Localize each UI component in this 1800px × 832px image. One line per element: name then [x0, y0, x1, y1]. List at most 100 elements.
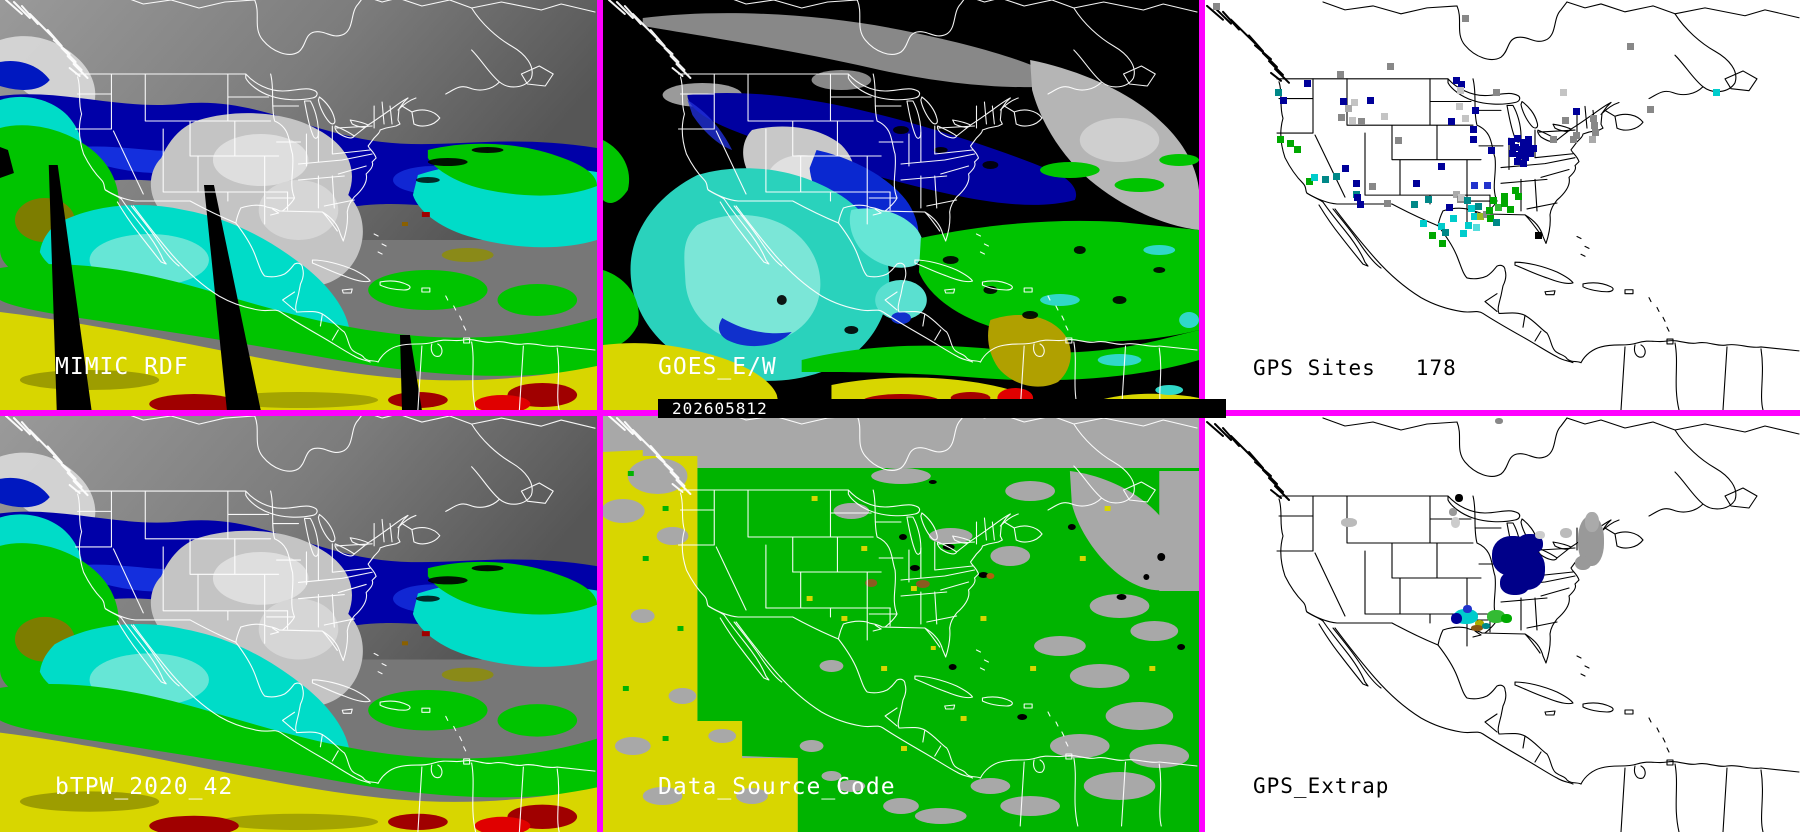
panel-gps-sites[interactable]: GPS Sites 178: [1205, 0, 1800, 410]
panel-mimic-rdf[interactable]: MIMIC RDF: [0, 0, 597, 410]
gps-site-dot: [1475, 203, 1482, 210]
gps-site-dot: [1387, 63, 1394, 70]
gps-site-dot: [1473, 224, 1480, 231]
gps-extrap-feature: [1471, 625, 1483, 631]
gps-site-dot: [1512, 187, 1519, 194]
gps-site-dot: [1501, 193, 1508, 200]
gps-site-dot: [1573, 132, 1580, 139]
gps-site-dot: [1589, 136, 1596, 143]
gps-site-dot: [1490, 197, 1497, 204]
gps-site-dot: [1311, 174, 1318, 181]
gps-site-dot: [1411, 201, 1418, 208]
gps-site-dot: [1525, 136, 1532, 143]
gps-site-dot: [1294, 146, 1301, 153]
gps-site-dot: [1213, 3, 1220, 10]
gps-site-dot: [1477, 213, 1484, 220]
gps-site-dot: [1460, 230, 1467, 237]
gps-site-dot: [1358, 118, 1365, 125]
gps-extrap-feature: [1517, 534, 1543, 554]
gps-site-dot: [1522, 154, 1529, 161]
gps-extrap-feature: [1341, 518, 1357, 527]
gps-site-dot: [1450, 215, 1457, 222]
gps-sites-count: 178: [1415, 356, 1457, 380]
gps-site-dot: [1357, 201, 1364, 208]
gps-site-dot: [1453, 77, 1460, 84]
gps-site-dot: [1333, 173, 1340, 180]
gps-extrap-feature: [1495, 418, 1503, 424]
timestamp-text: 202605812: [672, 399, 768, 418]
gps-sites-label: GPS Sites 178: [1253, 356, 1457, 380]
gps-site-dot: [1275, 89, 1282, 96]
gps-site-dot: [1351, 99, 1358, 106]
gps-site-dot: [1345, 105, 1352, 112]
gps-site-dot: [1483, 211, 1490, 218]
gps-site-dot: [1510, 144, 1517, 151]
gps-site-dot: [1338, 114, 1345, 121]
divider-vertical-1: [597, 0, 603, 832]
gps-site-dot: [1507, 206, 1514, 213]
goes-ew-label: GOES_E/W: [658, 354, 777, 380]
gps-extrap-feature: [1451, 517, 1460, 528]
gps-site-dot: [1514, 135, 1521, 142]
gps-extrap-feature: [1449, 508, 1457, 516]
gps-site-dot: [1484, 182, 1491, 189]
gps-site-dot: [1413, 180, 1420, 187]
panel-goes-ew[interactable]: GOES_E/W: [603, 0, 1199, 410]
gps-site-dot: [1420, 220, 1427, 227]
gps-site-dot: [1486, 207, 1493, 214]
panel-data-source-code[interactable]: Data_Source_Code: [603, 416, 1199, 832]
gps-site-dot: [1530, 145, 1537, 152]
gps-site-dot: [1573, 108, 1580, 115]
gps-site-dot: [1439, 240, 1446, 247]
goes-ew-image: [603, 0, 1199, 410]
panel-gps-extrap[interactable]: GPS_Extrap: [1205, 416, 1800, 832]
gps-extrap-feature: [1463, 605, 1472, 613]
mimic-rdf-label: MIMIC RDF: [55, 354, 189, 380]
gps-site-dot: [1438, 223, 1445, 230]
gps-site-dot: [1560, 89, 1567, 96]
gps-site-dot: [1525, 142, 1532, 149]
gps-site-dot: [1342, 165, 1349, 172]
gps-site-dot: [1527, 150, 1534, 157]
gps-site-dot: [1340, 98, 1347, 105]
gps-site-dot: [1306, 178, 1313, 185]
gps-site-dot: [1627, 43, 1634, 50]
gps-site-dot: [1462, 15, 1469, 22]
gps-extrap-feature: [1500, 571, 1530, 595]
btpw-label: bTPW_2020_42: [55, 774, 234, 800]
gps-site-dot: [1367, 97, 1374, 104]
gps-site-dot: [1381, 113, 1388, 120]
gps-extrap-feature: [1585, 512, 1599, 532]
gps-site-dot: [1470, 126, 1477, 133]
gps-site-dot: [1495, 204, 1502, 211]
gps-site-dot: [1468, 205, 1475, 212]
gps-extrap-feature: [1535, 531, 1545, 539]
gps-extrap-feature: [1501, 614, 1512, 623]
gps-site-dot: [1384, 200, 1391, 207]
btpw-image: [0, 416, 597, 832]
data-source-label: Data_Source_Code: [658, 774, 896, 800]
gps-site-dot: [1287, 140, 1294, 147]
gps-site-dot: [1425, 196, 1432, 203]
gps-site-dot: [1493, 89, 1500, 96]
gps-site-dot: [1535, 232, 1542, 239]
gps-site-dot: [1493, 219, 1500, 226]
gps-extrap-feature: [1451, 613, 1462, 624]
gps-site-dot: [1453, 191, 1460, 198]
gps-site-dot: [1337, 71, 1344, 78]
gps-site-dot: [1590, 115, 1597, 122]
data-source-image: [603, 416, 1199, 832]
gps-site-dot: [1395, 137, 1402, 144]
mimic-rdf-image: [0, 0, 597, 410]
gps-site-dot: [1518, 146, 1525, 153]
gps-site-dot: [1647, 106, 1654, 113]
gps-site-dot: [1458, 81, 1465, 88]
gps-site-dot: [1592, 129, 1599, 136]
gps-site-dot: [1516, 152, 1523, 159]
gps-site-dot: [1456, 103, 1463, 110]
gps-extrap-feature: [1475, 620, 1484, 627]
panel-btpw[interactable]: bTPW_2020_42: [0, 416, 597, 832]
gps-site-dot: [1550, 136, 1557, 143]
gps-site-dot: [1509, 150, 1516, 157]
